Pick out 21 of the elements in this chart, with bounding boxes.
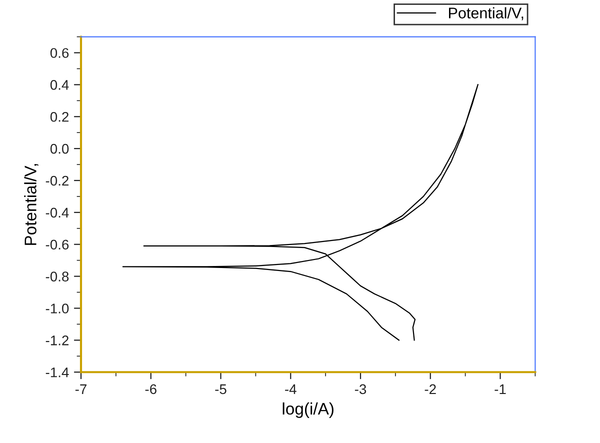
y-tick-label: -1.0 <box>46 304 69 314</box>
y-tick-label: -0.2 <box>46 176 68 186</box>
y-tick-label: 0.2 <box>50 112 68 122</box>
x-tick-label: -6 <box>145 384 156 394</box>
y-tick-label: 0.4 <box>50 80 69 90</box>
x-tick-label: -5 <box>215 384 226 394</box>
x-tick-label: -4 <box>285 384 296 394</box>
y-tick-label: -1.2 <box>46 336 68 346</box>
legend-label: Potential/V, <box>449 7 524 20</box>
x-tick-label: -1 <box>494 384 506 394</box>
y-tick-label: -0.8 <box>46 272 69 282</box>
y-tick-label: 0.0 <box>50 144 69 154</box>
x-tick-label: -2 <box>424 384 436 394</box>
y-tick-label: -1.4 <box>46 368 69 378</box>
y-tick-label: -0.4 <box>46 208 69 218</box>
x-tick-label: -3 <box>354 384 366 394</box>
y-tick-label: 0.6 <box>50 48 69 58</box>
y-axis-title: Potential/V, <box>24 164 38 245</box>
y-tick-label: -0.6 <box>46 240 69 250</box>
x-tick-label: -7 <box>75 384 86 394</box>
x-axis-title: log(i/A) <box>282 402 334 418</box>
